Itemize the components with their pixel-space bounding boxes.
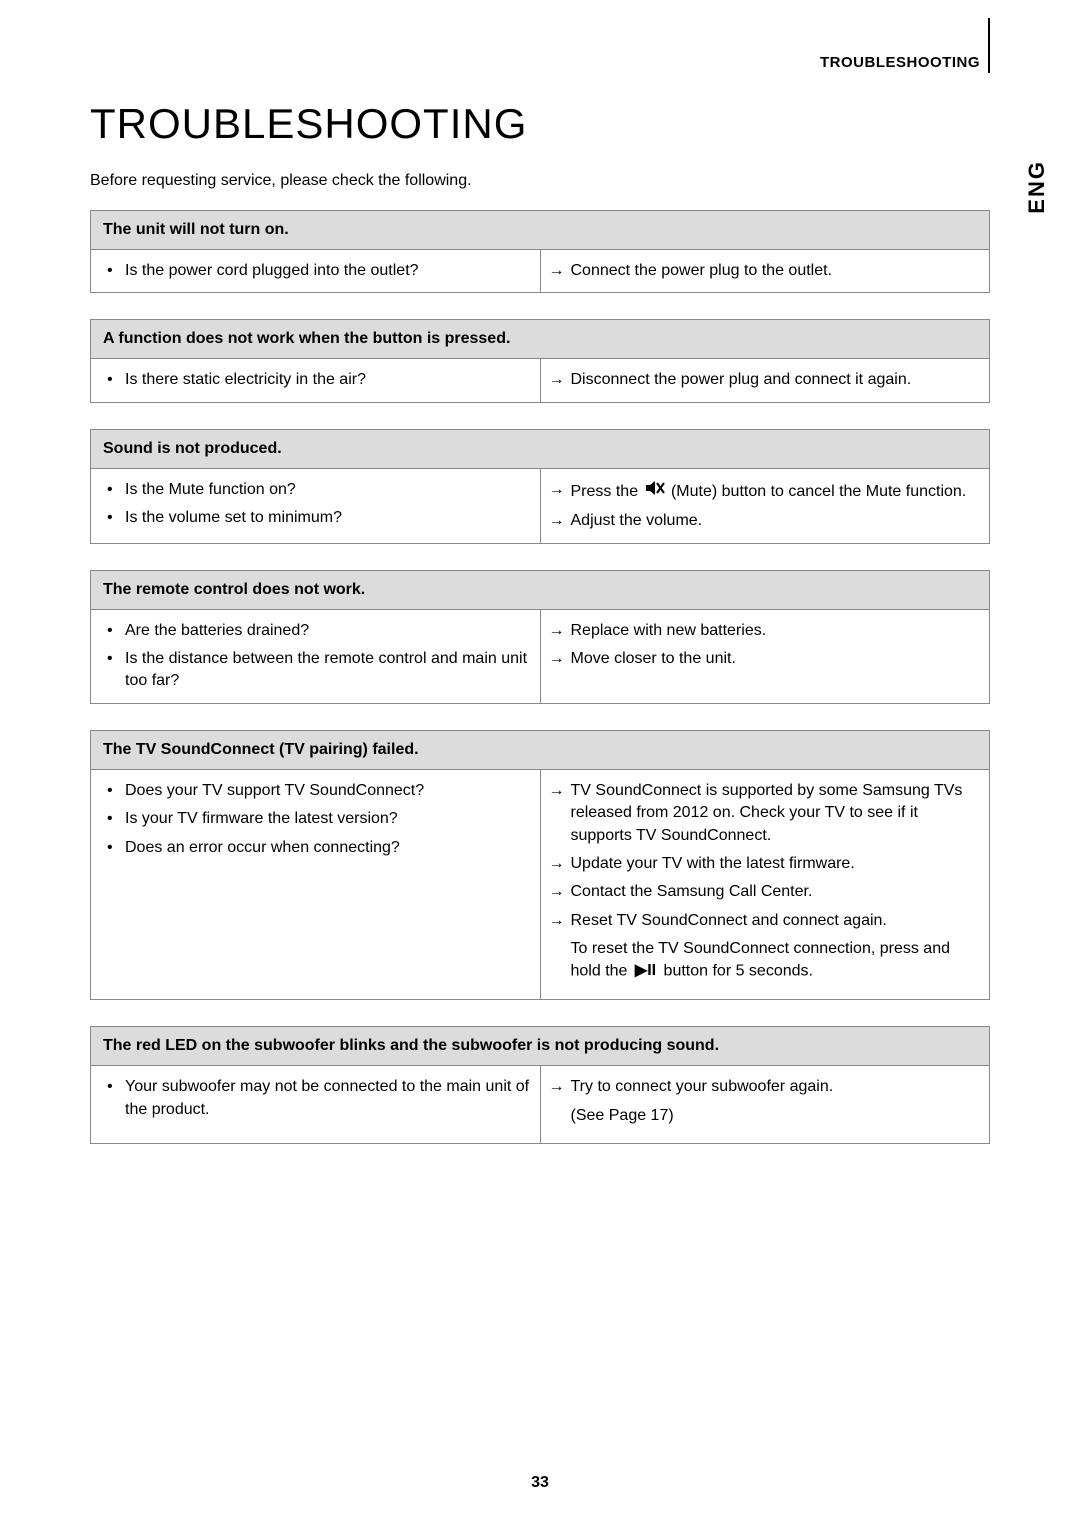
table-row: Is there static electricity in the air? D…	[91, 359, 990, 402]
solution-item: Try to connect your subwoofer again.	[549, 1076, 982, 1098]
solution-item: Press the (Mute) button to cancel the Mu…	[549, 479, 982, 504]
table-row: Is the power cord plugged into the outle…	[91, 250, 990, 293]
table-heading: Sound is not produced.	[91, 429, 990, 468]
check-cell: Is there static electricity in the air?	[91, 359, 541, 402]
table-row: Your subwoofer may not be connected to t…	[91, 1066, 990, 1144]
check-cell: Your subwoofer may not be connected to t…	[91, 1066, 541, 1144]
solution-item: Replace with new batteries.	[549, 620, 982, 642]
check-item: Is the power cord plugged into the outle…	[105, 260, 532, 282]
troubleshoot-table: The TV SoundConnect (TV pairing) failed.…	[90, 730, 990, 1001]
page-content: TROUBLESHOOTING ENG TROUBLESHOOTING Befo…	[0, 0, 1080, 1144]
solution-item: Update your TV with the latest firmware.	[549, 853, 982, 875]
solution-item: Move closer to the unit.	[549, 648, 982, 670]
solution-cell: Press the (Mute) button to cancel the Mu…	[540, 468, 990, 543]
solution-item: Reset TV SoundConnect and connect again.	[549, 910, 982, 932]
check-cell: Is the power cord plugged into the outle…	[91, 250, 541, 293]
page-title: TROUBLESHOOTING	[90, 100, 990, 148]
solution-item: (See Page 17)	[549, 1105, 982, 1127]
solution-item: Connect the power plug to the outlet.	[549, 260, 982, 282]
troubleshoot-table: A function does not work when the button…	[90, 319, 990, 402]
table-row: Are the batteries drained? Is the distanc…	[91, 609, 990, 703]
solution-cell: TV SoundConnect is supported by some Sam…	[540, 769, 990, 1000]
check-item: Does an error occur when connecting?	[105, 837, 532, 859]
solution-item: Contact the Samsung Call Center.	[549, 881, 982, 903]
check-item: Is the volume set to minimum?	[105, 507, 532, 529]
check-item: Are the batteries drained?	[105, 620, 532, 642]
table-row: Is the Mute function on? Is the volume se…	[91, 468, 990, 543]
check-cell: Is the Mute function on? Is the volume se…	[91, 468, 541, 543]
table-heading: The unit will not turn on.	[91, 211, 990, 250]
troubleshoot-table: Sound is not produced.Is the Mute functi…	[90, 429, 990, 544]
solution-item: To reset the TV SoundConnect connection,…	[549, 938, 982, 983]
check-item: Is your TV firmware the latest version?	[105, 808, 532, 830]
check-cell: Does your TV support TV SoundConnect? Is …	[91, 769, 541, 1000]
check-item: Does your TV support TV SoundConnect?	[105, 780, 532, 802]
table-heading: The TV SoundConnect (TV pairing) failed.	[91, 730, 990, 769]
check-item: Your subwoofer may not be connected to t…	[105, 1076, 532, 1121]
solution-cell: Connect the power plug to the outlet.	[540, 250, 990, 293]
mute-icon	[645, 479, 665, 504]
solution-cell: Replace with new batteries. Move closer t…	[540, 609, 990, 703]
header-divider	[988, 18, 990, 73]
check-item: Is there static electricity in the air?	[105, 369, 532, 391]
troubleshoot-table: The red LED on the subwoofer blinks and …	[90, 1026, 990, 1144]
solution-item: Disconnect the power plug and connect it…	[549, 369, 982, 391]
troubleshooting-tables: The unit will not turn on. Is the power c…	[90, 210, 990, 1144]
play-pause-icon: ▶II	[635, 960, 656, 982]
table-row: Does your TV support TV SoundConnect? Is …	[91, 769, 990, 1000]
intro-text: Before requesting service, please check …	[90, 172, 990, 190]
troubleshoot-table: The unit will not turn on. Is the power c…	[90, 210, 990, 293]
check-cell: Are the batteries drained? Is the distanc…	[91, 609, 541, 703]
header-section-label: TROUBLESHOOTING	[820, 54, 980, 71]
solution-cell: Disconnect the power plug and connect it…	[540, 359, 990, 402]
page-number: 33	[0, 1474, 1080, 1492]
table-heading: A function does not work when the button…	[91, 320, 990, 359]
table-heading: The red LED on the subwoofer blinks and …	[91, 1027, 990, 1066]
language-tab: ENG	[1024, 160, 1050, 214]
solution-cell: Try to connect your subwoofer again. (See…	[540, 1066, 990, 1144]
solution-item: Adjust the volume.	[549, 510, 982, 532]
solution-item: TV SoundConnect is supported by some Sam…	[549, 780, 982, 847]
check-item: Is the Mute function on?	[105, 479, 532, 501]
check-item: Is the distance between the remote contr…	[105, 648, 532, 693]
troubleshoot-table: The remote control does not work.Are the…	[90, 570, 990, 704]
table-heading: The remote control does not work.	[91, 570, 990, 609]
